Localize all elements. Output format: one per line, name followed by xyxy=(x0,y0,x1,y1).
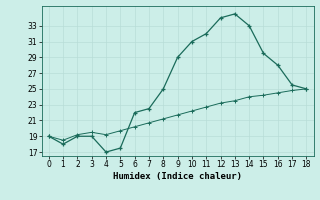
X-axis label: Humidex (Indice chaleur): Humidex (Indice chaleur) xyxy=(113,172,242,181)
